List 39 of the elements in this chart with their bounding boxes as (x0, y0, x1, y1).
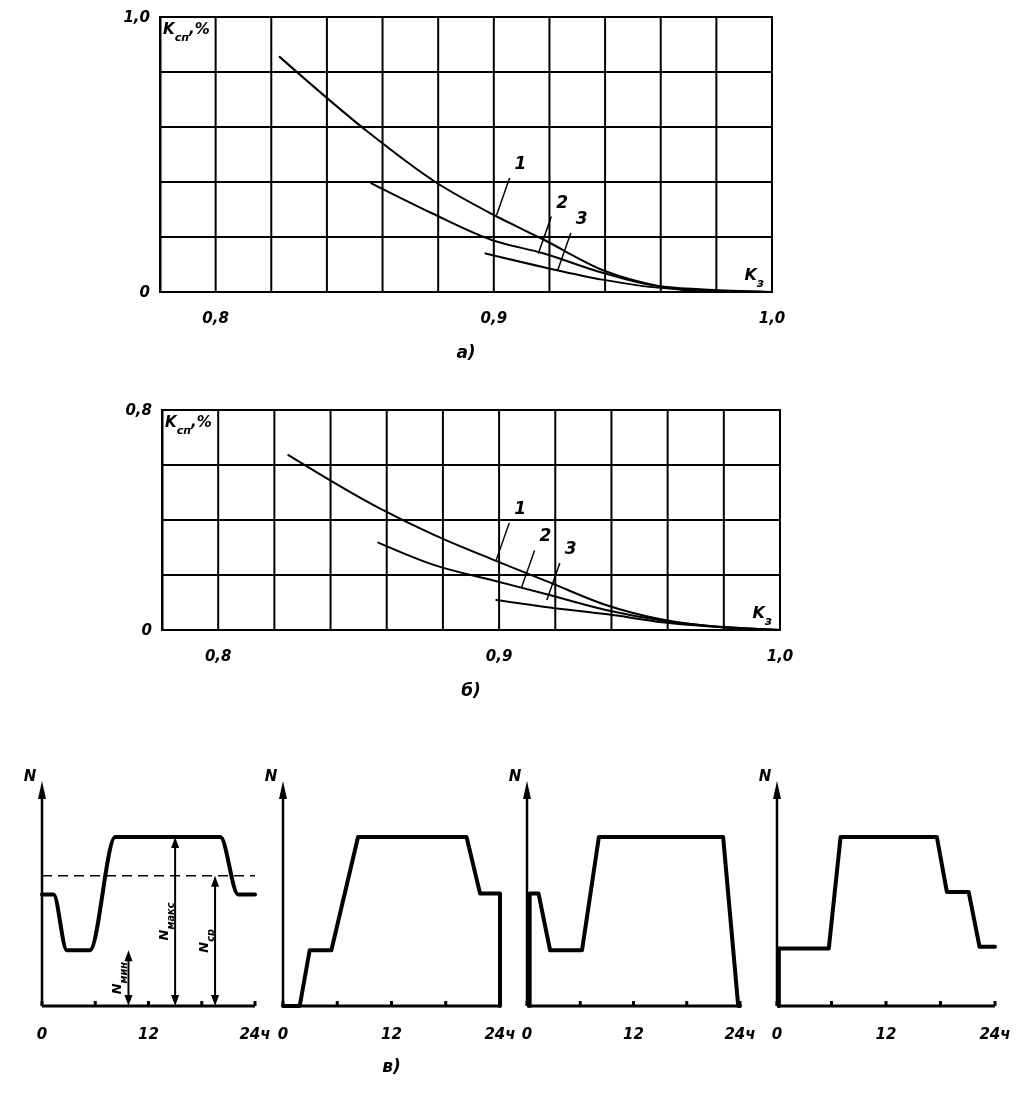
y-tick-label: 0,8 (125, 401, 152, 420)
annotation: 2 (539, 525, 552, 546)
annotation: 1 (514, 153, 527, 173)
annotation: 2 (556, 191, 569, 212)
annotation: 3 (575, 208, 588, 228)
x-tick-label: 0,9 (480, 309, 508, 327)
text: в) (382, 1056, 401, 1076)
y-axis-title: K$_{сп}$,% (163, 20, 210, 44)
text: б) (461, 680, 481, 700)
x-tick-label: 0,8 (204, 647, 232, 665)
text: а) (456, 342, 476, 362)
y-axis-title: N (264, 767, 278, 785)
x-tick-label: 0 (771, 1025, 783, 1043)
annotation: 3 (564, 538, 577, 559)
x-tick-label: 24ч (484, 1025, 516, 1043)
x-tick-label: 12 (381, 1025, 402, 1043)
y-tick-label: 1,0 (123, 8, 150, 27)
y-tick-label: 0 (141, 621, 152, 640)
y-axis-title: N (758, 767, 772, 785)
x-tick-label: 12 (623, 1025, 644, 1043)
y-axis-title: K$_{сп}$,% (165, 413, 212, 437)
x-tick-label: 1,0 (766, 647, 794, 665)
x-tick-label: 0 (36, 1025, 48, 1043)
x-tick-label: 0,8 (202, 309, 229, 327)
y-axis-title: N (508, 767, 522, 785)
x-tick-label: 0 (521, 1025, 533, 1043)
x-tick-label: 12 (138, 1025, 159, 1043)
x-tick-label: 12 (875, 1025, 897, 1043)
x-axis-title: K$_{з}$ (744, 265, 765, 290)
x-tick-label: 24ч (979, 1025, 1011, 1043)
x-tick-label: 24ч (724, 1025, 756, 1043)
y-tick-label: 0 (139, 283, 150, 302)
x-tick-label: 0 (277, 1025, 289, 1043)
x-tick-label: 0,9 (485, 647, 513, 665)
y-axis-title: N (23, 767, 37, 785)
x-axis-title: K$_{з}$ (752, 603, 773, 628)
x-tick-label: 24ч (239, 1025, 271, 1043)
x-tick-label: 1,0 (758, 309, 786, 327)
annotation: 1 (514, 497, 527, 518)
